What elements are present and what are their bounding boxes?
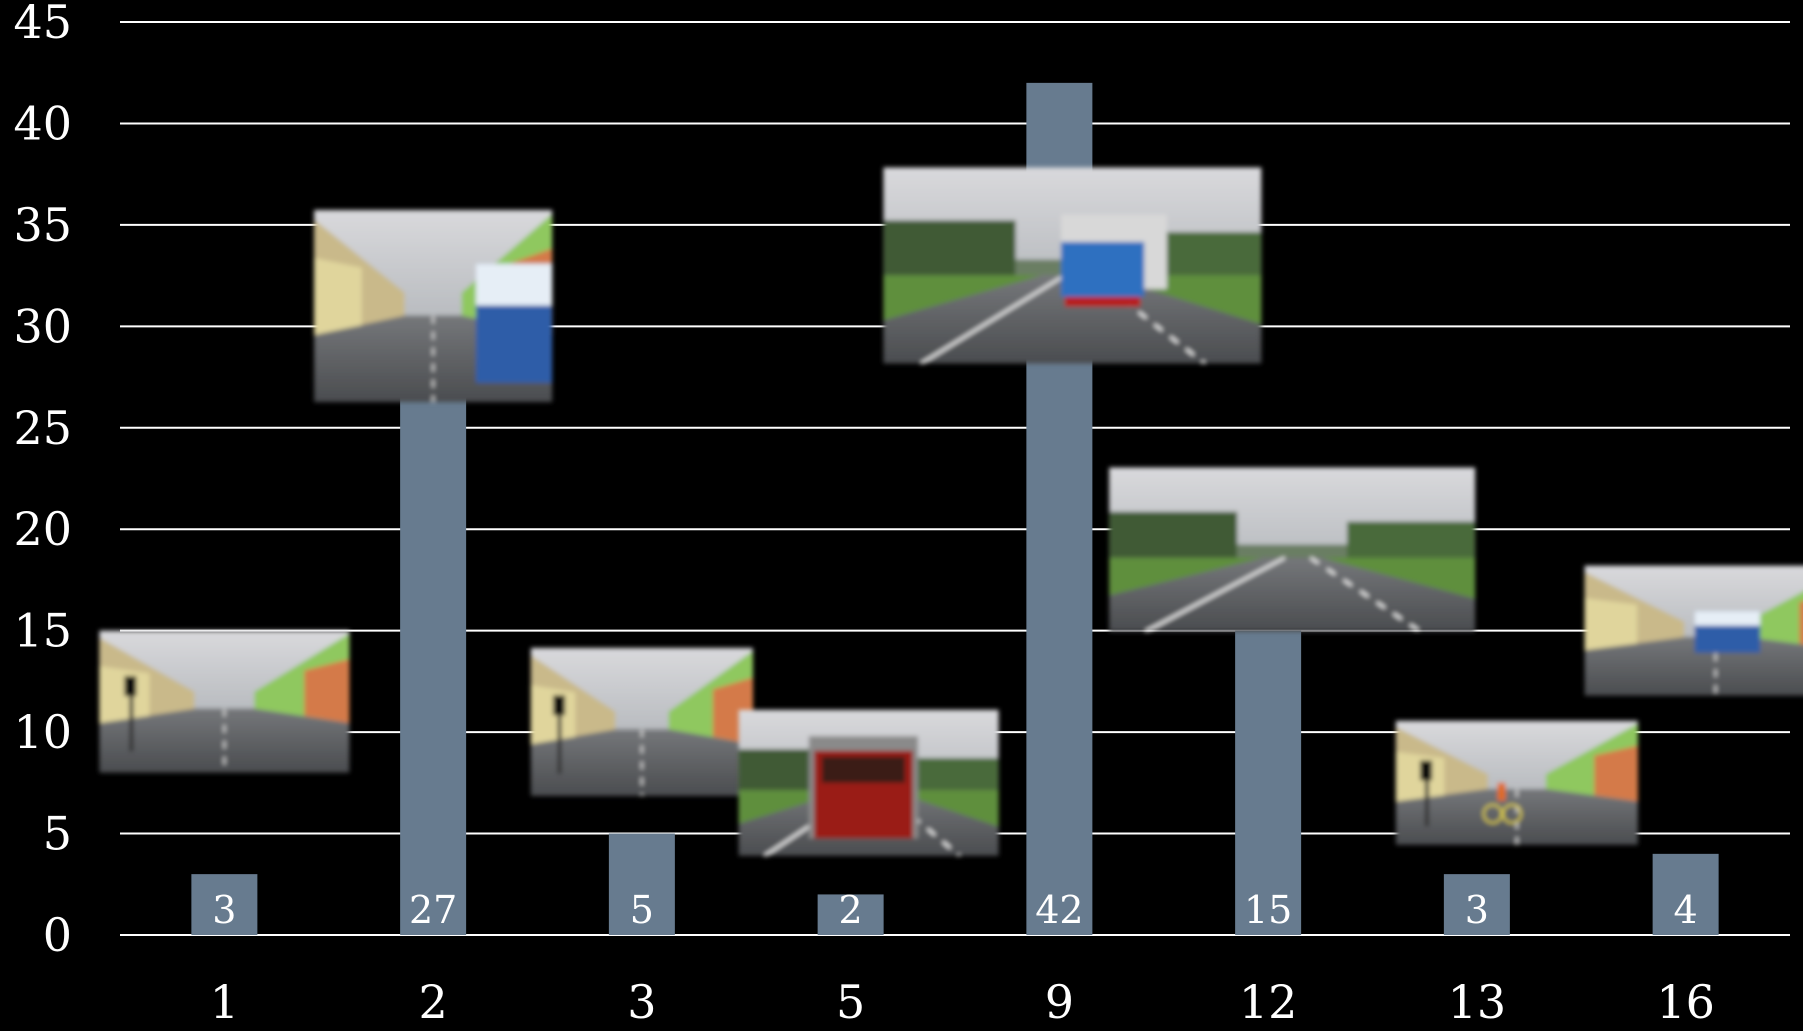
- scene-thumbnail: [1395, 720, 1638, 845]
- x-category-label: 9: [1045, 975, 1074, 1029]
- scene-thumbnail: [99, 630, 350, 773]
- y-tick-label: 40: [13, 96, 72, 150]
- x-category-label: 16: [1656, 975, 1715, 1029]
- y-tick-label: 0: [43, 908, 72, 962]
- data-label: 42: [1035, 888, 1083, 932]
- y-tick-label: 5: [43, 807, 72, 861]
- data-label: 3: [212, 888, 236, 932]
- x-category-label: 2: [418, 975, 447, 1029]
- scene-thumbnails: [99, 167, 1803, 858]
- y-tick-label: 10: [13, 705, 72, 759]
- scene-thumbnail: [1584, 565, 1803, 696]
- y-tick-label: 30: [13, 299, 72, 353]
- data-label: 2: [839, 888, 863, 932]
- data-label: 3: [1465, 888, 1489, 932]
- y-tick-label: 20: [13, 502, 72, 556]
- x-category-label: 13: [1448, 975, 1507, 1029]
- x-category-label: 3: [627, 975, 656, 1029]
- y-tick-label: 15: [13, 604, 72, 658]
- y-tick-label: 25: [13, 401, 72, 455]
- scene-thumbnail: [530, 647, 753, 796]
- bar: [817, 894, 884, 935]
- x-axis-categories: 1 2 3 5 9 12 13 16: [210, 975, 1715, 1029]
- bar: [1443, 874, 1510, 935]
- data-label: 15: [1244, 888, 1292, 932]
- data-labels: 3 27 5 2 42 15 3 4: [212, 888, 1697, 932]
- y-axis-ticks: 0 5 10 15 20 25 30 35 40 45: [13, 0, 72, 962]
- bar: [608, 833, 675, 935]
- y-tick-label: 45: [13, 0, 72, 49]
- y-tick-label: 35: [13, 198, 72, 252]
- scene-thumbnail: [883, 167, 1262, 365]
- scene-thumbnail: [738, 709, 999, 858]
- data-label: 27: [409, 888, 457, 932]
- x-category-label: 12: [1239, 975, 1298, 1029]
- bar: [191, 874, 258, 935]
- bar: [400, 387, 467, 935]
- data-label: 4: [1674, 888, 1698, 932]
- scene-thumbnail: [1109, 467, 1476, 633]
- bar: [1652, 853, 1719, 935]
- data-label: 5: [630, 888, 654, 932]
- x-category-label: 5: [836, 975, 865, 1029]
- bar: [1235, 630, 1302, 935]
- x-category-label: 1: [210, 975, 239, 1029]
- scene-thumbnail: [314, 210, 553, 403]
